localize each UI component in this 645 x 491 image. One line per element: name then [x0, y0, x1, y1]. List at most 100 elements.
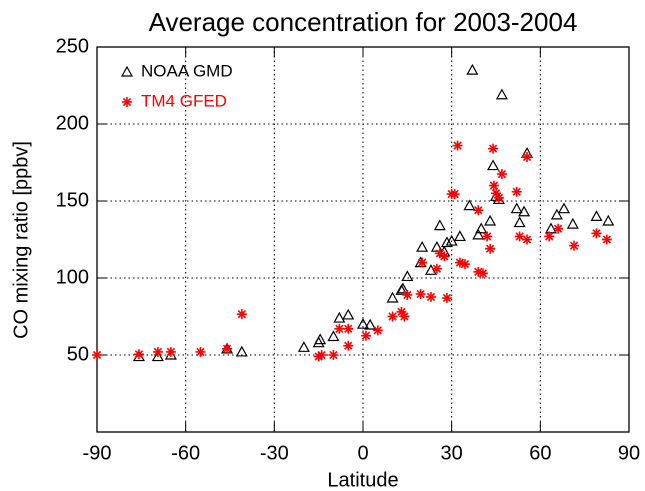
star-marker: [360, 330, 371, 341]
x-tick-label: -90: [83, 442, 112, 464]
triangle-marker: [550, 208, 563, 220]
star-stroke: [460, 259, 470, 269]
star-marker: [488, 180, 499, 191]
x-axis-label: Latitude: [327, 469, 398, 491]
star-marker: [454, 257, 465, 268]
triangle-marker: [466, 63, 479, 75]
star-marker: [553, 223, 564, 234]
star-stroke: [329, 350, 338, 360]
star-stroke: [485, 244, 495, 253]
star-marker: [511, 186, 522, 197]
triangle-marker: [440, 236, 453, 248]
star-stroke: [592, 229, 601, 238]
triangle-marker: [557, 202, 570, 214]
star-stroke: [545, 232, 554, 241]
star-stroke: [602, 235, 611, 244]
y-tick-label: 50: [67, 343, 89, 365]
star-marker: [316, 350, 327, 360]
star-marker: [417, 257, 428, 268]
star-stroke: [222, 344, 232, 354]
star-marker: [473, 205, 484, 216]
triangle-marker: [445, 234, 458, 246]
triangle-marker: [590, 210, 603, 221]
star-stroke: [373, 326, 382, 335]
star-stroke: [416, 289, 425, 299]
star-stroke: [317, 350, 326, 360]
star-marker: [222, 343, 233, 354]
star-stroke: [92, 350, 102, 360]
star-stroke: [488, 144, 498, 153]
star-stroke: [166, 347, 176, 357]
x-tick-label: -30: [260, 442, 289, 464]
star-stroke: [553, 224, 563, 233]
triangle-marker: [518, 205, 531, 217]
star-stroke: [417, 258, 427, 267]
star-marker: [236, 309, 247, 320]
star-stroke: [453, 141, 462, 150]
star-marker: [387, 311, 398, 322]
triangle-marker: [342, 308, 355, 320]
star-marker: [441, 293, 452, 304]
triangle-marker: [386, 291, 399, 303]
triangle-marker: [602, 214, 615, 226]
star-marker: [477, 268, 488, 279]
x-tick-label: 90: [618, 442, 640, 464]
star-marker: [544, 231, 555, 242]
triangle-marker: [495, 88, 508, 100]
y-tick-label: 100: [56, 266, 89, 288]
star-marker: [343, 340, 354, 351]
star-marker: [152, 346, 163, 357]
star-stroke: [478, 269, 488, 278]
star-marker: [522, 234, 533, 245]
star-stroke: [335, 324, 344, 333]
star-stroke: [522, 235, 532, 244]
x-tick-label: -60: [171, 442, 200, 464]
star-stroke: [450, 189, 459, 199]
star-marker: [601, 234, 612, 245]
star-marker: [195, 346, 206, 357]
y-axis-label: CO mixing ratio [ppbv]: [10, 141, 32, 339]
star-marker: [92, 350, 102, 360]
star-marker: [133, 349, 144, 360]
triangle-marker: [424, 264, 437, 275]
triangle-marker: [151, 350, 164, 362]
star-stroke: [400, 312, 409, 321]
triangle-marker: [364, 318, 377, 330]
triangle-marker: [510, 202, 523, 214]
star-stroke: [474, 206, 483, 215]
star-marker: [402, 289, 413, 300]
star-marker: [122, 97, 132, 107]
star-marker: [591, 228, 602, 239]
star-marker: [522, 151, 533, 162]
star-marker: [482, 231, 493, 242]
triangle-marker: [484, 214, 497, 226]
chart-title: Average concentration for 2003-2004: [149, 7, 578, 37]
star-stroke: [435, 249, 445, 258]
star-marker: [165, 346, 176, 357]
triangle-marker: [235, 345, 248, 357]
star-stroke: [442, 293, 452, 303]
triangle-marker: [327, 330, 340, 342]
triangle-marker: [433, 219, 446, 231]
triangle-marker: [463, 199, 476, 211]
y-tick-label: 200: [56, 112, 89, 134]
star-marker: [496, 169, 507, 180]
star-stroke: [497, 169, 507, 179]
triangle-marker: [297, 341, 310, 352]
star-marker: [328, 350, 339, 360]
star-stroke: [494, 193, 504, 203]
star-stroke: [403, 290, 412, 300]
legend-label: NOAA GMD: [141, 61, 233, 80]
star-stroke: [512, 187, 521, 196]
y-tick-label: 150: [56, 189, 89, 211]
star-stroke: [440, 252, 449, 261]
triangle-marker: [314, 333, 327, 345]
star-stroke: [455, 258, 465, 267]
star-stroke: [344, 341, 353, 350]
star-stroke: [344, 324, 353, 333]
triangle-marker: [333, 311, 346, 323]
star-marker: [569, 240, 580, 251]
star-marker: [399, 311, 410, 322]
star-marker: [425, 291, 436, 302]
